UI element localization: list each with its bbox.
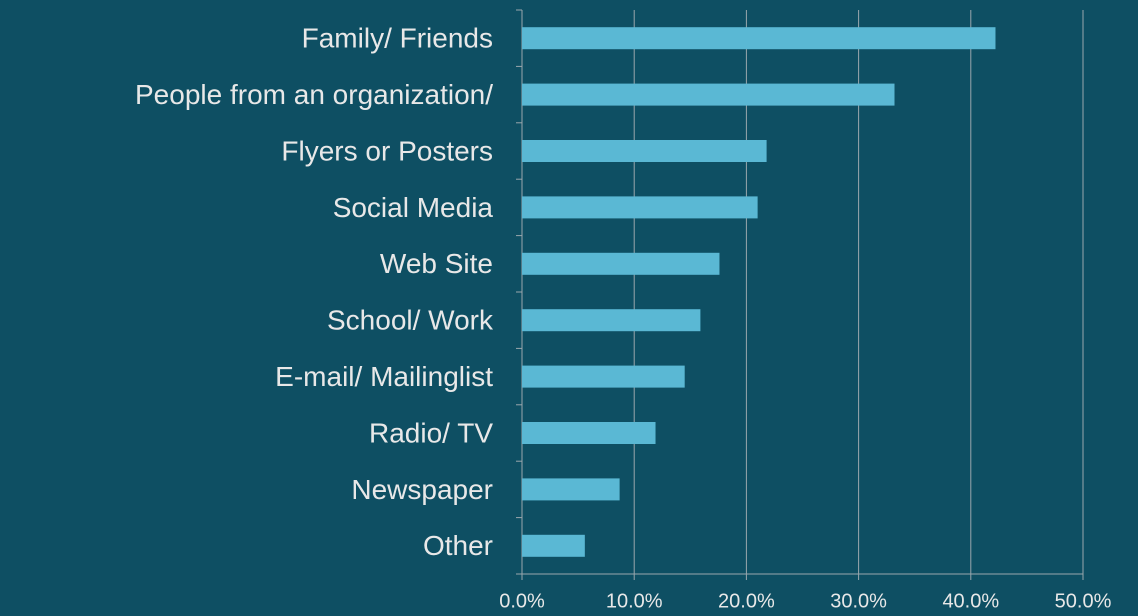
x-tick-label: 40.0% [942, 590, 999, 612]
bar [522, 252, 720, 275]
x-tick-label: 30.0% [830, 590, 887, 612]
bar [522, 140, 767, 162]
bar [522, 83, 895, 106]
x-tick-label: 50.0% [1055, 590, 1112, 612]
bar [522, 365, 685, 388]
y-tick-label: Other [423, 530, 493, 561]
bar [522, 422, 656, 444]
y-tick-label: Social Media [333, 192, 494, 223]
bar [522, 534, 585, 557]
x-tick-label: 20.0% [718, 590, 775, 612]
y-tick-label: People from an organization/ [135, 79, 493, 110]
bar [522, 478, 620, 501]
x-tick-label: 0.0% [499, 590, 545, 612]
y-tick-label: Newspaper [351, 474, 493, 505]
y-tick-label: Family/ Friends [302, 23, 493, 54]
y-tick-label: Radio/ TV [369, 417, 493, 448]
y-tick-label: Flyers or Posters [281, 135, 493, 166]
y-tick-label: School/ Work [327, 305, 494, 336]
x-tick-label: 10.0% [606, 590, 663, 612]
bar [522, 27, 996, 50]
bar [522, 196, 758, 219]
y-tick-label: E-mail/ Mailinglist [275, 361, 493, 392]
bar [522, 309, 701, 332]
y-tick-label: Web Site [380, 248, 493, 279]
